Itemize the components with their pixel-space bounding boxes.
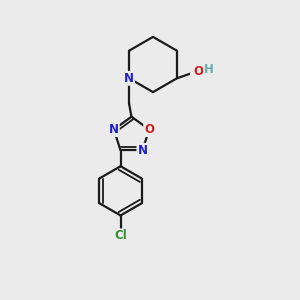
Text: Cl: Cl (114, 229, 127, 242)
Text: H: H (204, 63, 214, 76)
Text: N: N (109, 123, 119, 136)
Text: N: N (124, 72, 134, 85)
Text: O: O (193, 64, 203, 78)
Text: O: O (144, 123, 154, 136)
Text: N: N (137, 144, 147, 157)
Text: OH: OH (191, 65, 211, 78)
